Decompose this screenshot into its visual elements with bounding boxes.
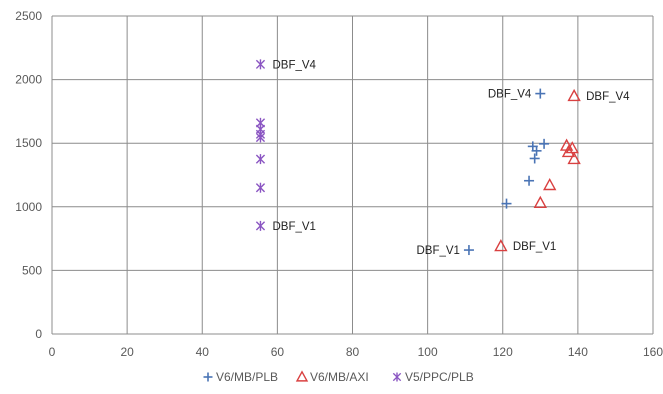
- x-tick-label: 100: [418, 345, 438, 359]
- data-point-star: [255, 59, 266, 70]
- legend-marker-star: [392, 372, 402, 382]
- point-annotation: DBF_V1: [513, 241, 556, 253]
- legend: V6/MB/PLB V6/MB/AXI V5/PPC/PLB: [203, 370, 474, 384]
- point-annotation: DBF_V1: [416, 245, 459, 257]
- x-tick-label: 160: [643, 345, 663, 359]
- x-tick-label: 40: [196, 345, 210, 359]
- point-annotation: DBF_V4: [272, 59, 316, 71]
- x-tick-label: 140: [568, 345, 588, 359]
- legend-item: V6/MB/AXI: [295, 370, 369, 384]
- legend-item: V5/PPC/PLB: [392, 370, 474, 384]
- point-annotation: DBF_V4: [586, 91, 630, 103]
- legend-marker-plus: [203, 372, 213, 382]
- data-point-triangle: [565, 141, 579, 154]
- data-point-plus: [539, 138, 550, 149]
- marker-layer: [255, 59, 581, 256]
- data-point-triangle: [543, 177, 557, 191]
- data-point-star: [255, 154, 266, 165]
- x-tick-label: 0: [49, 345, 56, 359]
- data-point-plus: [501, 198, 512, 209]
- data-point-triangle: [533, 195, 547, 208]
- y-tick-label: 2500: [15, 9, 42, 23]
- data-point-plus: [529, 153, 540, 164]
- legend-marker-triangle: [295, 370, 309, 382]
- data-point-triangle: [567, 88, 581, 102]
- y-tick-label: 500: [22, 263, 42, 277]
- point-annotation: DBF_V1: [272, 221, 315, 233]
- data-point-plus: [524, 175, 535, 186]
- data-point-star: [255, 220, 266, 231]
- x-tick-label: 20: [120, 345, 134, 359]
- y-tick-label: 2000: [15, 73, 42, 87]
- x-tick-label: 60: [271, 345, 285, 359]
- data-point-plus: [531, 145, 542, 156]
- legend-item: V6/MB/PLB: [203, 370, 278, 384]
- data-point-star: [255, 182, 266, 193]
- legend-label: V6/MB/AXI: [310, 370, 369, 384]
- grid-layer: [51, 15, 654, 335]
- legend-label: V5/PPC/PLB: [405, 370, 474, 384]
- data-point-triangle: [494, 239, 508, 252]
- legend-label: V6/MB/PLB: [216, 370, 278, 384]
- axis-layer: 0 500 1000 1500 2000 2500 0 20 40 60 80 100 120 140 16…: [15, 9, 663, 359]
- y-tick-label: 1500: [15, 136, 42, 150]
- annotation-layer: DBF_V4 DBF_V1 DBF_V4 DBF_V4 DBF_V1 DBF_V1: [272, 59, 630, 257]
- point-annotation: DBF_V4: [488, 89, 532, 101]
- data-point-triangle: [567, 151, 581, 165]
- data-point-plus: [535, 88, 546, 99]
- y-tick-label: 1000: [15, 200, 42, 214]
- y-tick-label: 0: [35, 327, 42, 341]
- x-tick-label: 80: [346, 345, 360, 359]
- x-tick-label: 120: [493, 345, 513, 359]
- data-point-star: [255, 117, 266, 128]
- data-point-plus: [463, 245, 474, 256]
- data-point-triangle: [561, 144, 576, 158]
